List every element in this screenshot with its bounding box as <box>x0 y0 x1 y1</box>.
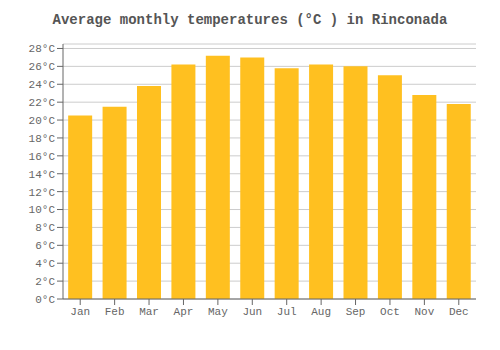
svg-text:24°C: 24°C <box>29 79 56 91</box>
svg-text:12°C: 12°C <box>29 187 56 199</box>
svg-text:18°C: 18°C <box>29 133 56 145</box>
svg-text:28°C: 28°C <box>29 43 56 55</box>
svg-text:6°C: 6°C <box>35 240 55 252</box>
svg-text:0°C: 0°C <box>35 294 55 306</box>
svg-text:May: May <box>208 306 228 318</box>
svg-text:22°C: 22°C <box>29 97 56 109</box>
svg-text:26°C: 26°C <box>29 61 56 73</box>
svg-text:Oct: Oct <box>380 306 400 318</box>
svg-text:20°C: 20°C <box>29 115 56 127</box>
html-text:Average monthly temperatures (: Average monthly temperatures (°C ) in Ri… <box>52 12 448 28</box>
svg-text:Apr: Apr <box>174 306 194 318</box>
svg-text:4°C: 4°C <box>35 258 55 270</box>
svg-text:14°C: 14°C <box>29 169 56 181</box>
svg-text:Feb: Feb <box>105 306 125 318</box>
svg-text:Mar: Mar <box>139 306 159 318</box>
svg-text:Jun: Jun <box>242 306 262 318</box>
svg-text:Jul: Jul <box>277 306 297 318</box>
svg-text:2°C: 2°C <box>35 276 55 288</box>
svg-text:Jan: Jan <box>70 306 90 318</box>
svg-text:Dec: Dec <box>449 306 469 318</box>
svg-text:10°C: 10°C <box>29 204 56 216</box>
svg-text:Sep: Sep <box>346 306 366 318</box>
svg-text:16°C: 16°C <box>29 151 56 163</box>
svg-text:8°C: 8°C <box>35 222 55 234</box>
svg-text:Aug: Aug <box>311 306 331 318</box>
svg-text:Nov: Nov <box>414 306 434 318</box>
